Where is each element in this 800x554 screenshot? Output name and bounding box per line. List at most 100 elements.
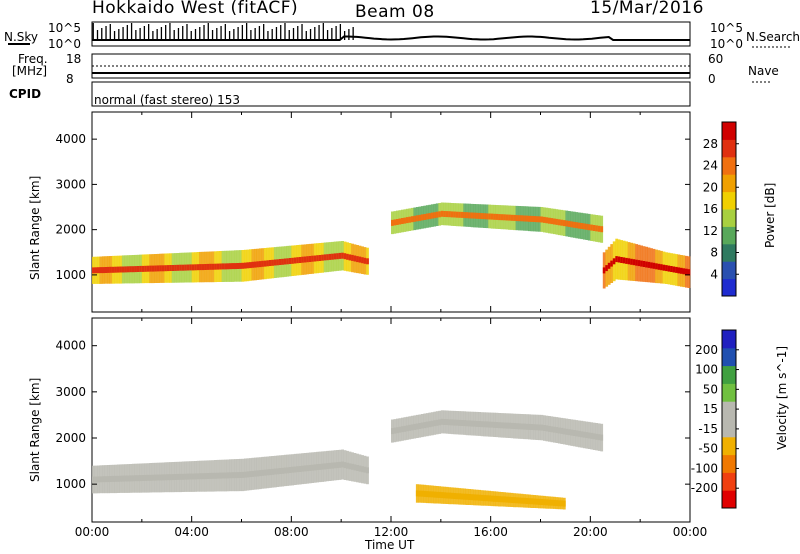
velocity-band-core [463,493,467,500]
power-band-core [562,220,566,227]
power-band-core [288,258,292,264]
power-band-core [249,262,252,269]
velocity-band-core [540,499,544,505]
noise-right-tick-bottom: 10^0 [710,37,743,51]
power-band-core [465,212,469,219]
velocity-band-core [119,475,123,482]
power-band-core [525,215,529,222]
velocity-band-core [528,423,531,430]
velocity-band-core [346,462,349,469]
velocity-band-core [565,428,569,435]
power-colorbar-segment [722,139,736,158]
power-band-core [308,256,312,262]
power-band-core [184,264,187,271]
velocity-colorbar-tick-label: -50 [698,442,718,456]
power-band-core [396,219,399,225]
velocity-band-core [498,422,501,429]
power-band-core [553,218,556,225]
power-band-core [672,266,676,273]
power-band-core [199,264,202,271]
power-band-core [488,213,491,220]
power-band-core [448,211,452,218]
power-colorbar-tick-label: 24 [703,159,718,173]
power-band-core [565,220,569,227]
power-band-core [485,213,489,220]
power-band-core [468,212,471,219]
power-band-core [149,265,153,272]
velocity-band-core [520,497,524,504]
velocity-band-core [430,420,434,427]
power-band-core [418,214,422,221]
power-band-core [201,264,205,271]
velocity-colorbar-segment [722,472,736,491]
velocity-band-core [530,424,534,430]
power-band-core [276,259,280,266]
velocity-colorbar-tick-label: 200 [695,343,718,357]
power-band-core [475,212,479,219]
velocity-band-core [351,463,354,470]
power-band-core [346,253,349,260]
power-band-core [423,214,427,220]
velocity-band-core [433,420,437,427]
power-band-core [510,214,514,221]
velocity-band-core [338,461,342,468]
velocity-band-core [478,421,481,427]
power-band-core [136,266,140,272]
cpid-text: normal (fast stereo) 153 [94,93,241,107]
nave-tick-bottom: 0 [708,72,716,86]
power-band-core [577,222,581,229]
power-band-core [450,211,454,218]
power-band-core [134,266,138,273]
velocity-band-core [433,491,437,498]
velocity-band-core [548,425,551,432]
velocity-ytick-label: 4000 [55,339,86,353]
power-band-core [236,263,240,269]
power-band-core [338,252,342,259]
power-band-core [430,212,434,219]
velocity-colorbar-segment [722,401,736,420]
power-band-core [440,210,444,217]
power-band-core [455,211,459,218]
velocity-band-core [480,421,484,428]
power-band-core [585,223,589,230]
velocity-band-core [271,468,275,475]
velocity-band-core [535,498,539,505]
power-colorbar-segment [722,191,736,210]
velocity-band-core [171,474,175,481]
velocity-band-core [475,494,479,501]
power-band-core [254,261,257,268]
noise-left-tick-top: 10^5 [48,21,81,35]
velocity-band-core [186,473,190,480]
velocity-band-core [179,473,182,480]
power-band-core [328,253,332,260]
power-band-core [520,215,524,222]
power-band-core [401,218,404,224]
power-band-core [555,218,559,225]
power-band-core [107,266,110,273]
power-ytick-label: 2000 [55,223,86,237]
power-band-core [229,263,232,270]
velocity-band-core [587,432,591,439]
velocity-colorbar-tick-label: 50 [703,382,718,396]
power-band-core [508,214,511,221]
power-band-core [445,211,449,218]
power-band-core [161,265,165,272]
velocity-band-core [577,430,581,437]
power-band-core [321,254,324,261]
power-band-core [311,255,315,262]
power-band-core [366,258,369,265]
power-band-core [281,258,285,265]
velocity-band-core [191,473,195,480]
velocity-band-core [458,493,462,500]
velocity-colorbar-frame [721,329,737,509]
power-band-core [109,266,113,273]
velocity-band-core [505,496,509,503]
power-band-core [104,267,108,273]
power-band-core [291,257,295,264]
power-band-core [610,260,614,267]
velocity-band-core [261,469,265,476]
velocity-band-core [420,490,424,497]
velocity-band-core [321,463,324,470]
velocity-band-core [206,473,210,479]
velocity-band-core [169,474,172,481]
